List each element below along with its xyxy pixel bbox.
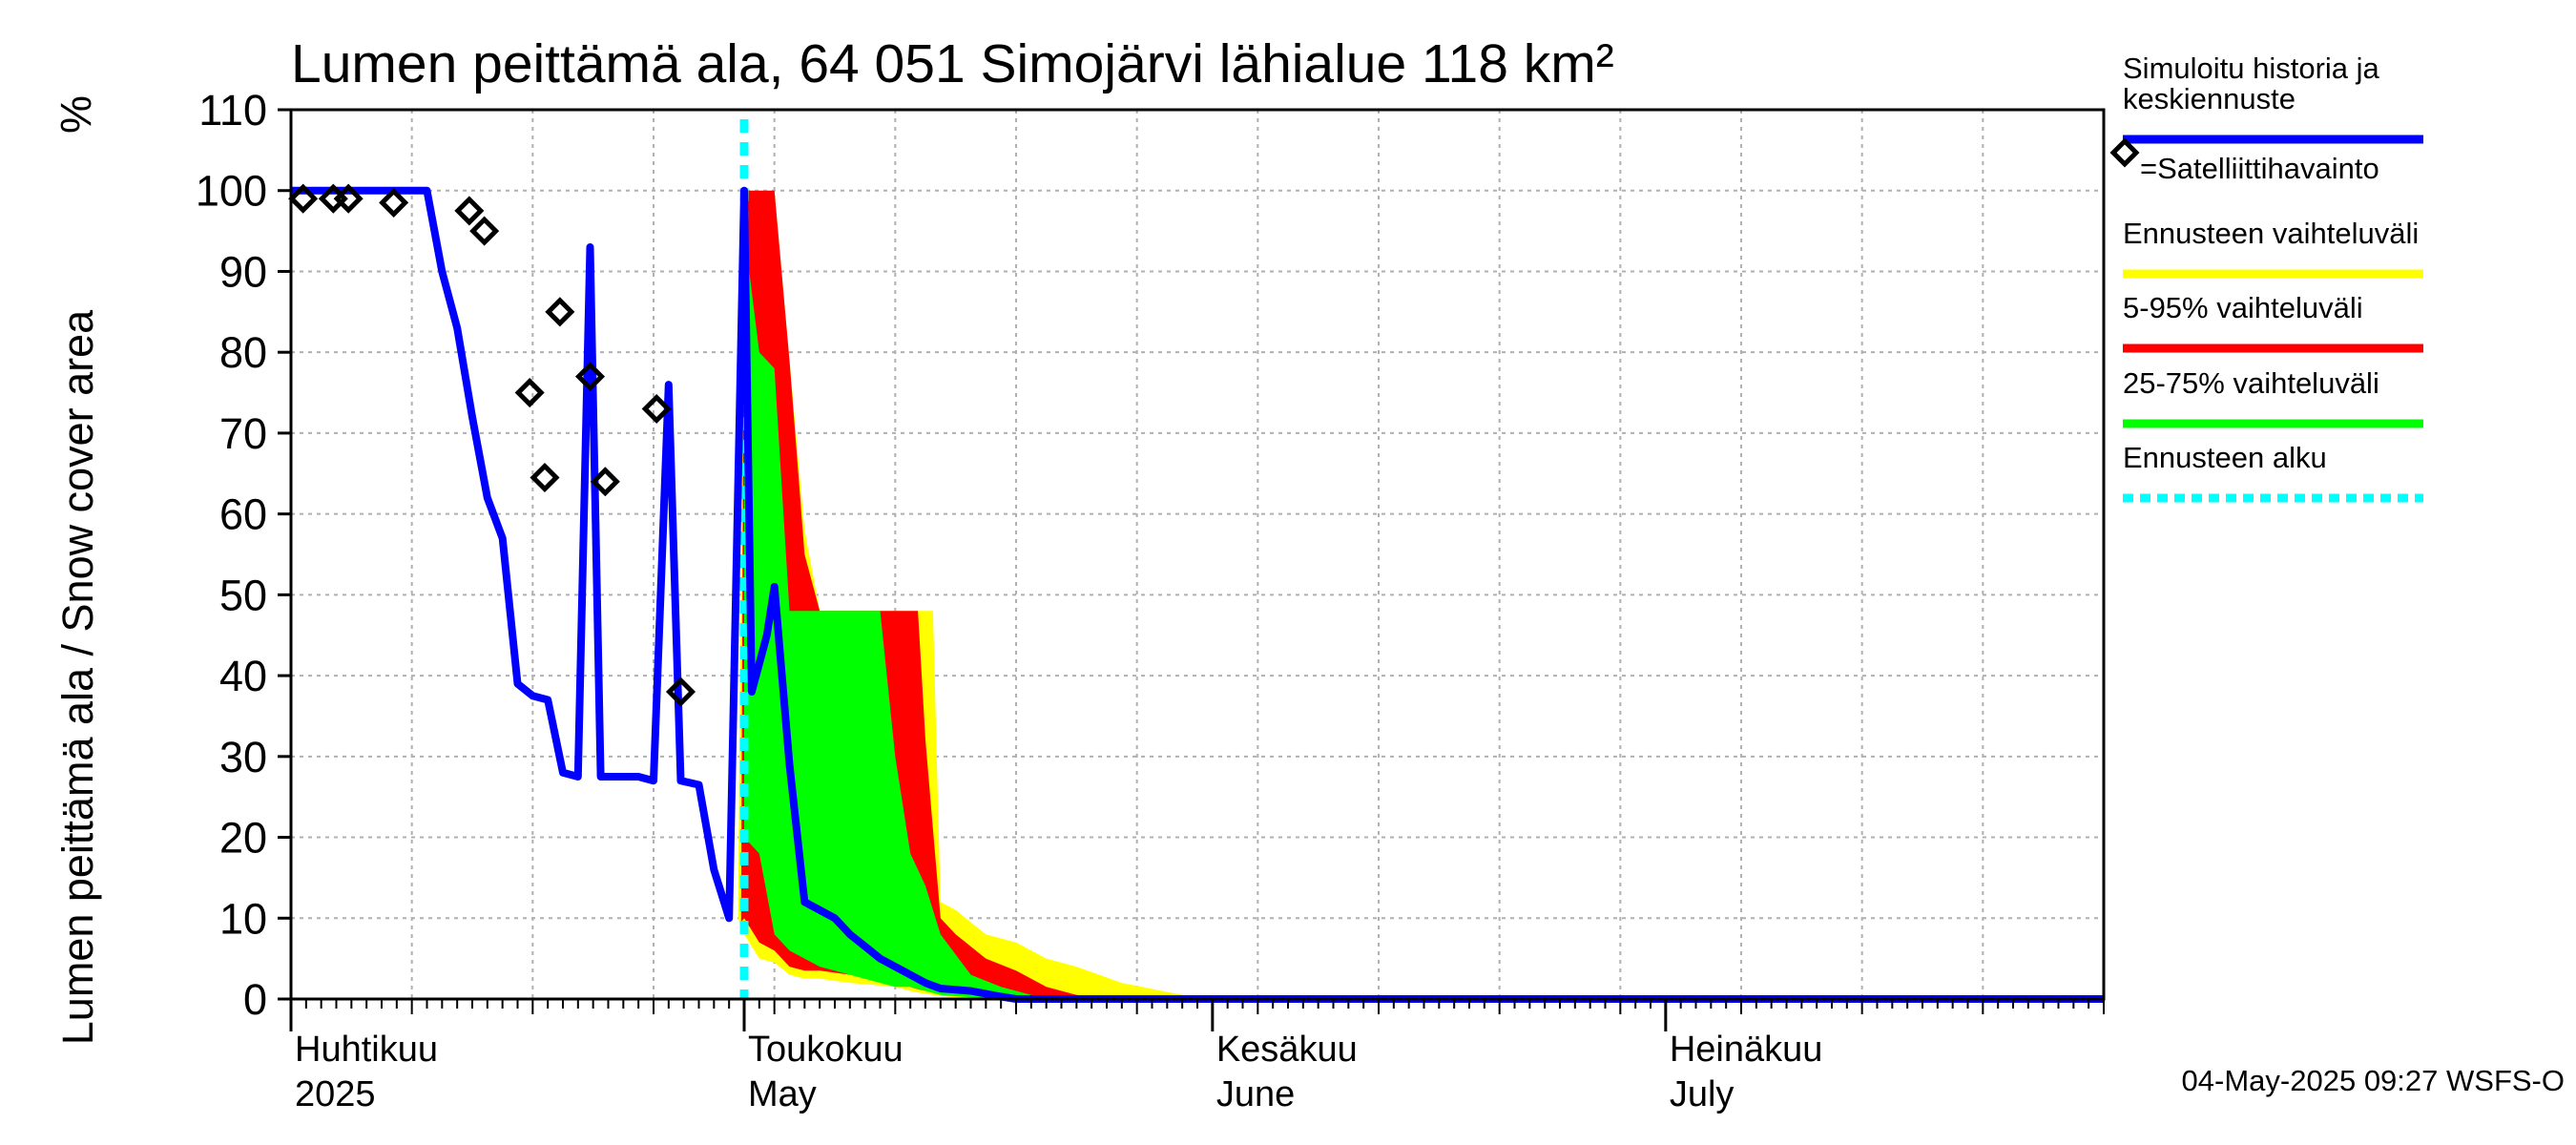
- y-tick-label: 30: [219, 733, 267, 781]
- y-tick-label: 40: [219, 652, 267, 700]
- month-label: Heinäkuu: [1670, 1030, 1823, 1070]
- y-axis-label: Lumen peittämä ala / Snow cover area: [53, 309, 102, 1045]
- y-tick-label: 60: [219, 490, 267, 539]
- plot-border: [289, 108, 2106, 1001]
- legend-label: keskiennuste: [2123, 82, 2296, 115]
- y-axis-unit: %: [52, 95, 100, 134]
- chart-title: Lumen peittämä ala, 64 051 Simojärvi läh…: [291, 33, 1614, 94]
- y-tick-label: 20: [219, 814, 267, 863]
- y-tick-label: 70: [219, 409, 267, 458]
- satellite-observations: [288, 183, 696, 707]
- legend-label: Ennusteen vaihteluväli: [2123, 217, 2419, 250]
- obs-marker: [641, 393, 672, 425]
- timestamp-footer: 04-May-2025 09:27 WSFS-O: [2182, 1064, 2565, 1097]
- y-tick-label: 50: [219, 571, 267, 619]
- grid: [291, 109, 2104, 999]
- month-label: Toukokuu: [748, 1030, 904, 1070]
- legend-label: =Satelliittihavainto: [2140, 152, 2379, 185]
- obs-marker: [454, 196, 485, 226]
- obs-marker: [333, 183, 364, 214]
- obs-marker: [288, 183, 319, 214]
- month-label: Kesäkuu: [1216, 1030, 1358, 1070]
- obs-marker: [379, 187, 409, 218]
- month-sublabel: 2025: [295, 1074, 376, 1114]
- y-tick-label: 100: [196, 167, 267, 216]
- y-tick-label: 90: [219, 247, 267, 296]
- legend-label: 5-95% vaihteluväli: [2123, 291, 2363, 324]
- obs-marker: [574, 362, 606, 392]
- legend-label: Simuloitu historia ja: [2123, 52, 2380, 85]
- month-label: Huhtikuu: [295, 1030, 438, 1070]
- history-line: [291, 186, 2104, 1003]
- month-sublabel: May: [748, 1074, 817, 1114]
- month-sublabel: June: [1216, 1074, 1295, 1114]
- y-tick-label: 110: [198, 86, 267, 135]
- plot-frame: [289, 108, 2106, 1001]
- band-25-75: [744, 231, 2104, 1000]
- obs-marker: [469, 216, 500, 246]
- forecast-bands: [737, 119, 2105, 1000]
- obs-marker: [545, 297, 575, 327]
- y-tick-label: 80: [219, 328, 267, 377]
- legend-marker: [2109, 137, 2140, 168]
- legend-label: Ennusteen alku: [2123, 441, 2327, 474]
- y-tick-label: 0: [243, 975, 267, 1024]
- obs-marker: [665, 677, 696, 707]
- history-series: [291, 186, 2104, 1003]
- obs-marker: [514, 378, 545, 408]
- y-tick-label: 10: [219, 894, 267, 943]
- legend-label: 25-75% vaihteluväli: [2123, 366, 2379, 400]
- obs-marker: [530, 462, 560, 493]
- obs-marker: [590, 467, 620, 497]
- month-sublabel: July: [1670, 1074, 1735, 1114]
- y-axis-ticks: 0 10 20 30 40 50 60 70 80 90 100 110: [196, 86, 291, 1024]
